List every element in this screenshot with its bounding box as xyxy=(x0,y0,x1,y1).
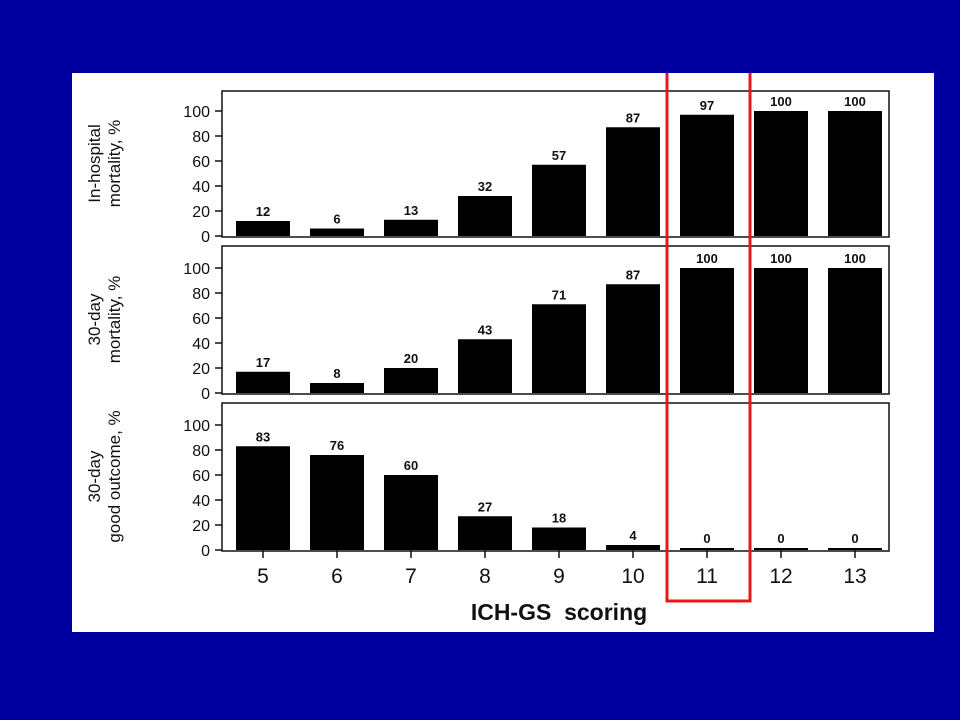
bar xyxy=(384,368,438,393)
bar xyxy=(606,127,660,236)
data-label: 60 xyxy=(404,458,418,473)
data-label: 12 xyxy=(256,204,270,219)
x-tick-label: 6 xyxy=(331,565,343,588)
data-label: 100 xyxy=(696,251,718,266)
x-axis: 5 6 7 8 9 10 11 12 13 xyxy=(257,550,867,588)
y-tick-label: 100 xyxy=(183,261,210,278)
data-label: 87 xyxy=(626,267,640,282)
bar xyxy=(680,548,734,550)
y-tick-label: 0 xyxy=(201,229,210,246)
bar xyxy=(310,455,364,550)
data-label: 43 xyxy=(478,322,492,337)
bar xyxy=(236,221,290,236)
data-label: 13 xyxy=(404,203,418,218)
bar xyxy=(606,545,660,550)
data-label: 87 xyxy=(626,110,640,125)
data-label: 83 xyxy=(256,429,270,444)
y-axis-title-line: 30-day xyxy=(85,450,104,502)
y-axis-title-line: In-hospital xyxy=(85,124,104,202)
data-label: 0 xyxy=(777,531,784,546)
panel-frame xyxy=(221,402,890,552)
y-axis-title-line: 30-day xyxy=(85,293,104,345)
y-axis-title: 30-daymortality, % xyxy=(85,276,124,364)
y-axis-title-line: mortality, % xyxy=(105,276,124,364)
data-label: 6 xyxy=(333,212,340,227)
y-axis-title-line: mortality, % xyxy=(105,120,124,208)
data-label: 27 xyxy=(478,499,492,514)
bar xyxy=(828,548,882,550)
data-label: 71 xyxy=(552,287,566,302)
y-axis-title: 30-daygood outcome, % xyxy=(85,410,124,542)
data-label: 0 xyxy=(851,531,858,546)
bar xyxy=(754,548,808,550)
y-tick-label: 60 xyxy=(192,311,210,328)
y-tick-label: 0 xyxy=(201,543,210,560)
x-tick-label: 10 xyxy=(621,565,644,588)
bar xyxy=(458,196,512,236)
chart-figure: 0 20 40 60 80 100 In-hospitalmortality, % 12 6 13… xyxy=(72,73,934,632)
y-tick-label: 0 xyxy=(201,386,210,403)
y-tick-label: 100 xyxy=(183,418,210,435)
bar xyxy=(532,164,586,236)
y-axis-title-line: good outcome, % xyxy=(105,410,124,542)
y-tick-label: 40 xyxy=(192,179,210,196)
data-label: 32 xyxy=(478,179,492,194)
y-tick-label: 40 xyxy=(192,336,210,353)
y-tick-label: 80 xyxy=(192,129,210,146)
bar xyxy=(680,114,734,236)
x-tick-label: 8 xyxy=(479,565,491,588)
y-tick-label: 60 xyxy=(192,154,210,171)
y-tick-label: 100 xyxy=(183,104,210,121)
bar xyxy=(384,475,438,550)
y-tick-label: 60 xyxy=(192,468,210,485)
data-label: 18 xyxy=(552,511,566,526)
bar xyxy=(828,268,882,393)
y-axis-title: In-hospitalmortality, % xyxy=(85,120,124,208)
y-tick-label: 80 xyxy=(192,443,210,460)
data-label: 57 xyxy=(552,148,566,163)
data-label: 0 xyxy=(703,531,710,546)
bar xyxy=(680,268,734,393)
bar xyxy=(236,446,290,550)
x-tick-label: 5 xyxy=(257,565,269,588)
y-tick-label: 20 xyxy=(192,361,210,378)
bar xyxy=(754,111,808,236)
bar xyxy=(310,383,364,393)
bar xyxy=(606,284,660,393)
bar xyxy=(532,527,586,550)
bar xyxy=(236,371,290,393)
data-label: 8 xyxy=(333,366,340,381)
highlight-box xyxy=(665,73,752,603)
x-tick-label: 9 xyxy=(553,565,565,588)
x-tick-label: 7 xyxy=(405,565,417,588)
data-label: 100 xyxy=(770,94,792,109)
data-label: 4 xyxy=(629,528,637,543)
x-tick-label: 13 xyxy=(843,565,866,588)
bar xyxy=(532,304,586,393)
data-label: 100 xyxy=(844,94,866,109)
bar xyxy=(828,111,882,236)
data-label: 100 xyxy=(844,251,866,266)
x-axis-title: ICH-GS scoring xyxy=(471,599,647,625)
x-tick-label: 11 xyxy=(696,565,718,588)
data-label: 100 xyxy=(770,251,792,266)
data-label: 17 xyxy=(256,355,270,370)
panel-frame xyxy=(221,245,890,395)
bar xyxy=(384,219,438,236)
y-tick-label: 20 xyxy=(192,518,210,535)
y-tick-label: 40 xyxy=(192,493,210,510)
bar xyxy=(458,516,512,550)
y-tick-label: 20 xyxy=(192,204,210,221)
data-label: 20 xyxy=(404,351,418,366)
bar xyxy=(310,228,364,236)
data-label: 97 xyxy=(700,98,714,113)
y-tick-label: 80 xyxy=(192,286,210,303)
x-tick-label: 12 xyxy=(769,565,792,588)
bar xyxy=(754,268,808,393)
bar xyxy=(458,339,512,393)
data-label: 76 xyxy=(330,438,344,453)
panel-frame xyxy=(221,90,890,238)
